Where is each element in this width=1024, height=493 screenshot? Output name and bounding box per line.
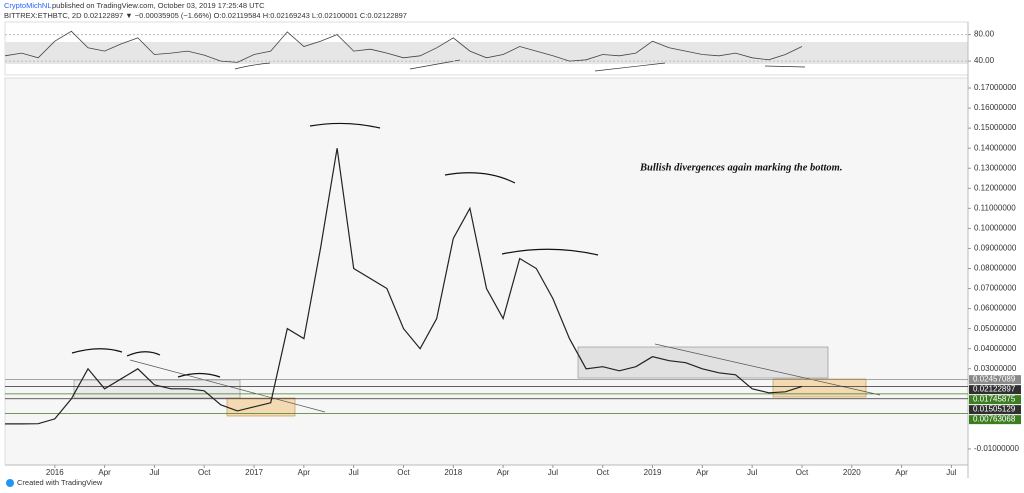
x-tick-label: 2020 bbox=[843, 468, 861, 477]
y-tick-label: 0.10000000 bbox=[974, 223, 1017, 232]
divergence-line bbox=[594, 62, 666, 72]
y-tick-label: 40.00 bbox=[974, 56, 995, 65]
price-tag-label: 0.01505129 bbox=[973, 405, 1016, 414]
y-tick-label: 0.06000000 bbox=[974, 304, 1017, 313]
y-tick-label: 0.09000000 bbox=[974, 244, 1017, 253]
x-tick-label: Apr bbox=[98, 468, 111, 477]
x-tick-label: Oct bbox=[596, 468, 609, 477]
price-tag bbox=[969, 395, 1021, 405]
x-tick-label: Jul bbox=[747, 468, 757, 477]
y-tick-label: 0.08000000 bbox=[974, 264, 1017, 273]
series-line bbox=[5, 148, 803, 425]
price-tag-label: 0.01745875 bbox=[973, 395, 1016, 404]
x-tick-label: 2016 bbox=[46, 468, 64, 477]
y-tick-label: 0.12000000 bbox=[974, 183, 1017, 192]
divergence-line bbox=[409, 59, 461, 70]
author[interactable]: CryptoMichNL bbox=[4, 1, 52, 10]
x-tick-label: 2019 bbox=[644, 468, 662, 477]
range-box bbox=[577, 346, 829, 379]
y-tick-label: 80.00 bbox=[974, 30, 995, 39]
price-tag bbox=[969, 385, 1021, 395]
divergence-line bbox=[764, 65, 806, 68]
x-tick-label: Apr bbox=[696, 468, 709, 477]
x-tick-label: Oct bbox=[198, 468, 211, 477]
y-tick-label: 0.07000000 bbox=[974, 284, 1017, 293]
y-tick-label: 0.03000000 bbox=[974, 364, 1017, 373]
bottom-box bbox=[772, 378, 867, 398]
annotation: Bullish divergences again marking the bo… bbox=[639, 162, 842, 173]
divergence-line bbox=[234, 62, 271, 70]
x-tick-label: Apr bbox=[298, 468, 311, 477]
x-tick-label: Jul bbox=[349, 468, 359, 477]
y-tick-label: 0.15000000 bbox=[974, 123, 1017, 132]
y-tick-label: 0.11000000 bbox=[974, 203, 1016, 212]
y-tick-label: 0.16000000 bbox=[974, 103, 1017, 112]
price-tag-label: 0.00763068 bbox=[973, 415, 1016, 424]
price-tag-label: 0.02457089 bbox=[973, 375, 1016, 384]
x-tick-label: 2017 bbox=[245, 468, 263, 477]
footer: Created with TradingView bbox=[17, 478, 103, 487]
x-tick-label: Jul bbox=[149, 468, 159, 477]
x-tick-label: Apr bbox=[895, 468, 908, 477]
y-tick-label: 0.04000000 bbox=[974, 344, 1017, 353]
x-tick-label: 2018 bbox=[444, 468, 462, 477]
y-tick-label: 0.14000000 bbox=[974, 143, 1017, 152]
x-tick-label: Oct bbox=[796, 468, 809, 477]
price-panel bbox=[4, 77, 969, 466]
published: published on TradingView.com, October 03… bbox=[52, 1, 265, 10]
y-tick-label: 0.05000000 bbox=[974, 324, 1017, 333]
y-tick-label: 0.17000000 bbox=[974, 83, 1017, 92]
x-tick-label: Jul bbox=[946, 468, 956, 477]
price-tag bbox=[969, 405, 1021, 415]
x-tick-label: Apr bbox=[497, 468, 510, 477]
logo bbox=[6, 479, 14, 487]
price-tag bbox=[969, 375, 1021, 385]
price-tag-label: 0.02122897 bbox=[973, 385, 1016, 394]
x-tick-label: Jul bbox=[548, 468, 558, 477]
price-tag bbox=[969, 415, 1021, 425]
symbol-line: BITTREX:ETHBTC, 2D 0.02122897 ▼ −0.00035… bbox=[4, 11, 407, 20]
series-line bbox=[4, 30, 803, 63]
x-tick-label: Oct bbox=[397, 468, 410, 477]
arrows bbox=[71, 122, 599, 378]
y-tick-label: 0.13000000 bbox=[974, 163, 1017, 172]
y-tick-label: -0.01000000 bbox=[974, 444, 1019, 453]
